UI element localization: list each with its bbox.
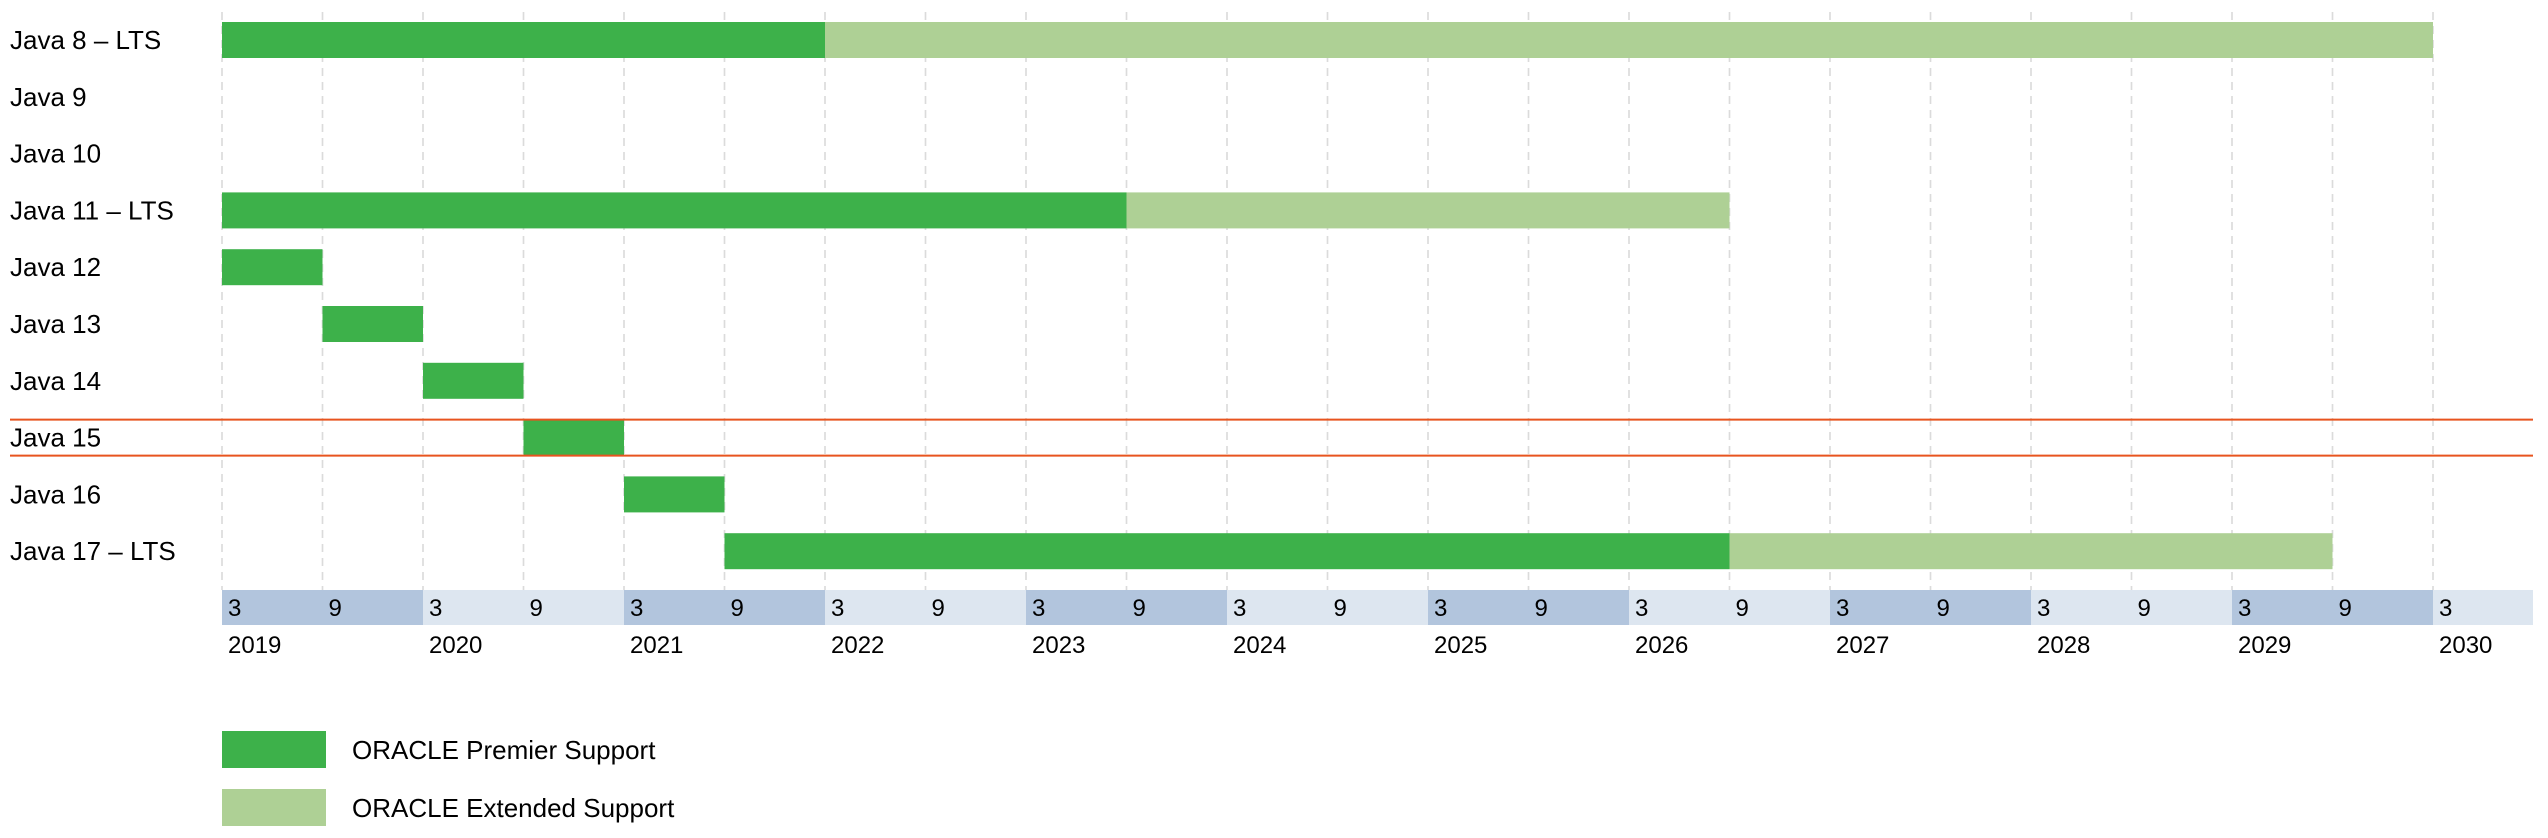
month-tick-label: 3	[2439, 595, 2452, 622]
year-tick-label: 2021	[630, 632, 683, 659]
month-tick-label: 3	[630, 595, 643, 622]
row-label: Java 17 – LTS	[10, 536, 176, 566]
month-tick-label: 3	[2037, 595, 2050, 622]
month-tick-label: 9	[932, 595, 945, 622]
year-tick-label: 2024	[1233, 632, 1286, 659]
month-tick-label: 3	[831, 595, 844, 622]
month-tick-label: 3	[1434, 595, 1447, 622]
premier-support-bar	[222, 192, 1127, 229]
premier-support-bar	[523, 419, 624, 456]
axis-band	[423, 590, 624, 625]
premier-support-bar	[222, 249, 323, 286]
month-tick-label: 9	[1535, 595, 1548, 622]
month-tick-label: 9	[2339, 595, 2352, 622]
year-tick-label: 2019	[228, 632, 281, 659]
premier-legend-label: ORACLE Premier Support	[352, 735, 656, 765]
extended-support-bar	[825, 22, 2433, 58]
axis-band	[2433, 590, 2533, 625]
month-tick-label: 3	[1032, 595, 1045, 622]
axis-band	[1227, 590, 1428, 625]
axis-bands	[222, 590, 2533, 625]
month-tick-label: 9	[1937, 595, 1950, 622]
extended-legend-swatch	[222, 789, 326, 826]
extended-support-bar	[1126, 192, 1730, 229]
highlight-lines	[10, 418, 2533, 457]
month-tick-label: 3	[1836, 595, 1849, 622]
axis-band	[2031, 590, 2232, 625]
year-tick-label: 2029	[2238, 632, 2291, 659]
legend: ORACLE Premier Support ORACLE Extended Su…	[222, 731, 675, 826]
premier-legend-swatch	[222, 731, 326, 768]
axis-ticks: 3 9 3 9 3 9 3 9 3 9 3 9 3 9 3 9 3 9 3 9 3 9 3 2019 2020 2021 2022 2…	[228, 595, 2492, 659]
month-tick-label: 9	[530, 595, 543, 622]
axis-band	[624, 590, 825, 625]
row-label: Java 15	[10, 423, 101, 453]
year-tick-label: 2027	[1836, 632, 1889, 659]
month-tick-label: 9	[2138, 595, 2151, 622]
axis-band	[222, 590, 423, 625]
year-tick-label: 2022	[831, 632, 884, 659]
month-tick-label: 3	[228, 595, 241, 622]
row-label: Java 11 – LTS	[10, 195, 174, 225]
month-tick-label: 3	[1635, 595, 1648, 622]
axis-band	[825, 590, 1026, 625]
axis-band	[1629, 590, 1830, 625]
premier-support-bar	[724, 533, 1730, 570]
row-label: Java 10	[10, 139, 101, 169]
row-label: Java 13	[10, 309, 101, 339]
row-label: Java 14	[10, 366, 101, 396]
year-tick-label: 2028	[2037, 632, 2090, 659]
month-tick-label: 9	[329, 595, 342, 622]
gridlines	[221, 12, 2434, 590]
month-tick-label: 9	[1736, 595, 1749, 622]
month-tick-label: 9	[731, 595, 744, 622]
year-tick-label: 2030	[2439, 632, 2492, 659]
year-tick-label: 2025	[1434, 632, 1487, 659]
axis-band	[1428, 590, 1629, 625]
row-labels: Java 8 – LTS Java 9 Java 10 Java 11 – LTS Ja…	[10, 25, 176, 566]
extended-support-bar	[1729, 533, 2333, 570]
year-tick-label: 2020	[429, 632, 482, 659]
premier-support-bar	[423, 362, 524, 399]
year-tick-label: 2023	[1032, 632, 1085, 659]
row-label: Java 12	[10, 252, 101, 282]
month-tick-label: 3	[1233, 595, 1246, 622]
row-label: Java 8 – LTS	[10, 25, 161, 55]
extended-legend-label: ORACLE Extended Support	[352, 793, 675, 823]
month-tick-label: 9	[1334, 595, 1347, 622]
support-bars	[222, 22, 2433, 570]
premier-support-bar	[624, 476, 725, 513]
axis-band	[1830, 590, 2031, 625]
premier-support-bar	[322, 306, 423, 342]
year-tick-label: 2026	[1635, 632, 1688, 659]
row-label: Java 9	[10, 82, 87, 112]
month-tick-label: 3	[2238, 595, 2251, 622]
month-tick-label: 3	[429, 595, 442, 622]
month-tick-label: 9	[1133, 595, 1146, 622]
axis-band	[2232, 590, 2433, 625]
axis-band	[1026, 590, 1227, 625]
premier-support-bar	[222, 22, 825, 58]
row-label: Java 16	[10, 479, 101, 509]
